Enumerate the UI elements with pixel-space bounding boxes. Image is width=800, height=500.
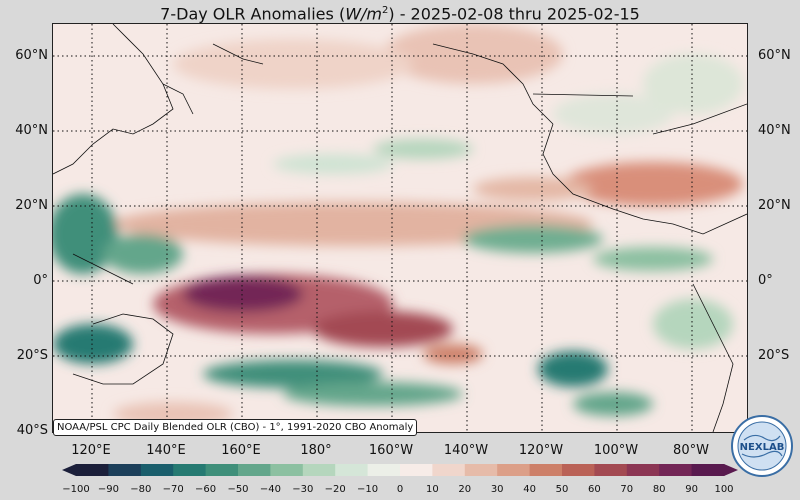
colorbar xyxy=(62,464,738,476)
lat-label-right-60n: 60°N xyxy=(758,48,791,63)
colorbar-segment xyxy=(562,464,595,476)
lon-label-120w: 120°W xyxy=(518,443,564,458)
lat-label-right-40n: 40°N xyxy=(758,123,791,138)
lat-label-right-20n: 20°N xyxy=(758,198,791,213)
colorbar-segment xyxy=(691,464,725,476)
colorbar-tick-label: −90 xyxy=(97,484,119,495)
colorbar-tick-label: −10 xyxy=(357,484,379,495)
colorbar-tick-label: 70 xyxy=(620,484,634,495)
colorbar-tick-label: 50 xyxy=(555,484,569,495)
colorbar-tick-label: −50 xyxy=(227,484,249,495)
colorbar-segment xyxy=(400,464,433,476)
colorbar-tick-label: 0 xyxy=(396,484,404,495)
anomaly-field xyxy=(53,24,743,426)
colorbar-segment xyxy=(76,464,109,476)
colorbar-segment xyxy=(464,464,498,476)
lat-label-left-60n: 60°N xyxy=(15,48,48,63)
lon-label-140e: 140°E xyxy=(146,443,186,458)
title-unit-power: 2 xyxy=(381,5,389,16)
lat-label-left-40s: 40°S xyxy=(16,423,48,438)
lon-label-100w: 100°W xyxy=(593,443,639,458)
graticule xyxy=(53,24,747,432)
map-panel xyxy=(52,23,748,433)
colorbar-segment xyxy=(108,464,142,476)
colorbar-tick-label: 10 xyxy=(426,484,439,495)
colorbar-extend-high xyxy=(724,464,738,476)
colorbar-segment xyxy=(173,464,207,476)
lon-label-180: 180° xyxy=(300,443,332,458)
colorbar-segment xyxy=(302,464,336,476)
colorbar-segment xyxy=(626,464,660,476)
lon-label-80w: 80°W xyxy=(673,443,709,458)
colorbar-tick-label: −80 xyxy=(130,484,152,495)
title-suffix: ) - 2025-02-08 thru 2025-02-15 xyxy=(388,4,640,24)
colorbar-segment xyxy=(238,464,271,476)
globe-logo-icon: NEXLAB xyxy=(731,415,793,477)
colorbar-segment xyxy=(432,464,466,476)
colorbar-tick-label: −40 xyxy=(259,484,281,495)
colorbar-tick-label: 20 xyxy=(458,484,472,495)
colorbar-segment xyxy=(367,464,401,476)
lon-label-160e: 160°E xyxy=(221,443,261,458)
colorbar-tick-label: −60 xyxy=(195,484,217,495)
colorbar-tick-label: 90 xyxy=(685,484,698,495)
colorbar-tick-label: −100 xyxy=(62,484,90,495)
lat-label-left-20s: 20°S xyxy=(16,348,48,363)
logo-text: NEXLAB xyxy=(740,442,785,453)
colorbar-segment xyxy=(205,464,239,476)
coastlines xyxy=(53,24,747,432)
colorbar-tick-label: 30 xyxy=(490,484,504,495)
title-unit: W/m xyxy=(345,4,382,24)
colorbar-tick-label: 80 xyxy=(652,484,666,495)
colorbar-tick-label: −30 xyxy=(292,484,314,495)
lat-label-right-eq: 0° xyxy=(758,273,773,288)
colorbar-segment xyxy=(659,464,693,476)
colorbar-tick-label: 100 xyxy=(714,484,734,495)
chart-title: 7-Day OLR Anomalies (W/m2) - 2025-02-08 … xyxy=(0,0,800,24)
lon-label-160w: 160°W xyxy=(368,443,414,458)
colorbar-tick-label: 40 xyxy=(523,484,536,495)
colorbar-segment xyxy=(140,464,174,476)
lat-label-left-40n: 40°N xyxy=(15,123,48,138)
source-note: NOAA/PSL CPC Daily Blended OLR (CBO) - 1… xyxy=(53,419,418,436)
lat-label-right-20s: 20°S xyxy=(758,348,790,363)
colorbar-tick-label: −70 xyxy=(162,484,184,495)
lat-label-left-eq: 0° xyxy=(33,273,48,288)
lon-label-120e: 120°E xyxy=(71,443,111,458)
colorbar-segment xyxy=(497,464,531,476)
colorbar-extend-low xyxy=(62,464,76,476)
lat-label-left-20n: 20°N xyxy=(15,198,48,213)
colorbar-tick-label: 60 xyxy=(588,484,601,495)
colorbar-segment xyxy=(594,464,628,476)
olr-anomaly-map xyxy=(53,24,747,432)
title-prefix: 7-Day OLR Anomalies ( xyxy=(160,4,346,24)
colorbar-segment xyxy=(335,464,369,476)
lon-label-140w: 140°W xyxy=(443,443,489,458)
colorbar-segment xyxy=(270,464,304,476)
colorbar-segment xyxy=(529,464,563,476)
colorbar-tick-label: −20 xyxy=(324,484,346,495)
